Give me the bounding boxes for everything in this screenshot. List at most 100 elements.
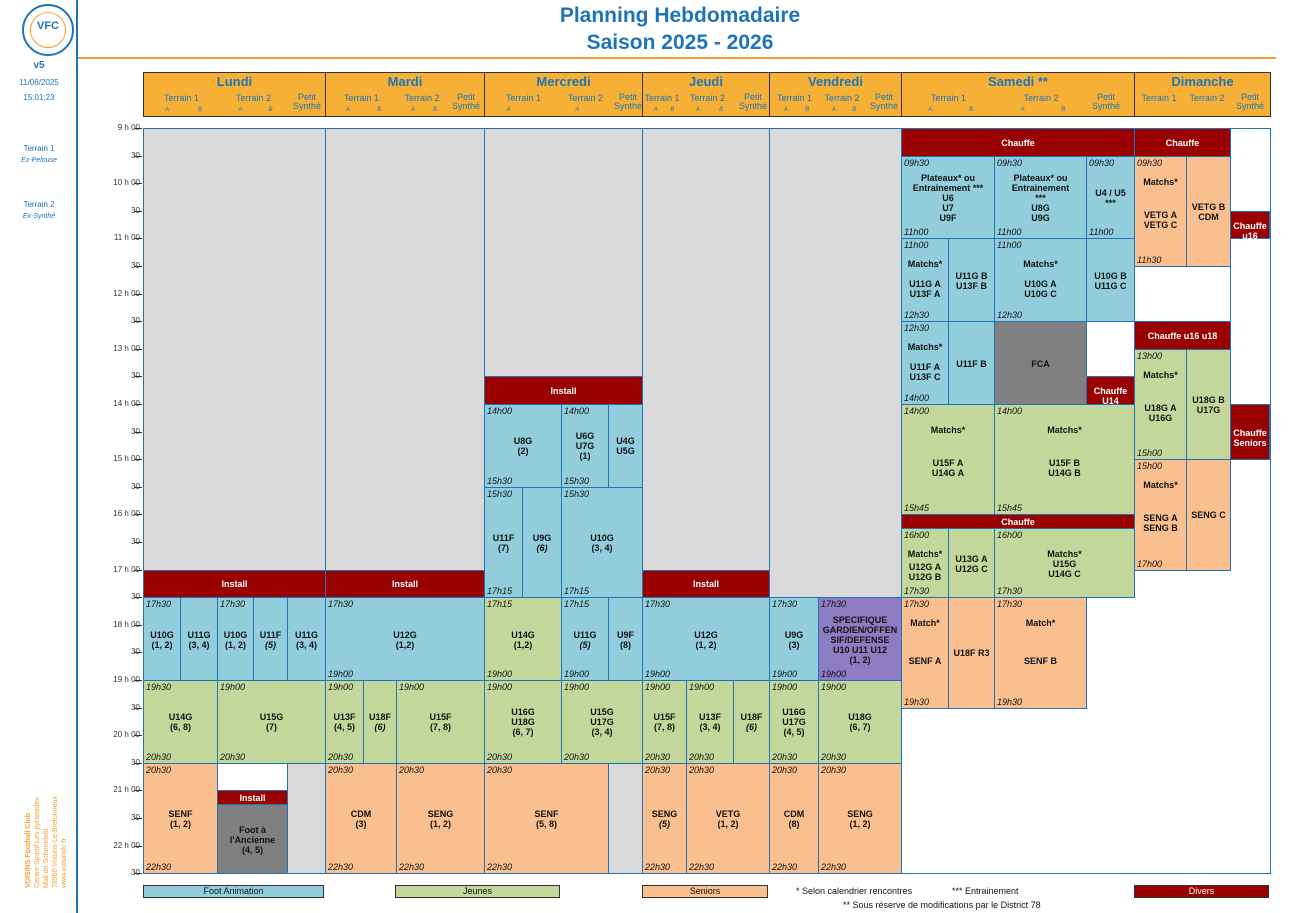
time-label: 30: [90, 371, 140, 380]
time-label: 15 h 00: [113, 454, 140, 464]
block-label: U15F: [429, 712, 452, 723]
schedule-block: U11F B: [948, 321, 995, 405]
block-label: U10G A: [1024, 278, 1057, 289]
club-address: VOISINS Football Club Centre Sportif Les …: [25, 796, 68, 889]
time-label: 30: [90, 758, 140, 767]
block-label: Install: [550, 386, 577, 397]
schedule-block: U16G U18G (6, 7) 19h00 20h30: [484, 680, 562, 764]
time-tick: [134, 569, 142, 571]
sub-b-label: B: [852, 107, 857, 113]
sub-a-label: A: [345, 107, 350, 113]
block-label: U18G: [848, 712, 872, 723]
block-label: U13F: [698, 712, 721, 723]
block-label: U17G: [590, 717, 614, 728]
schedule-block: U12G (1, 2) 17h30 19h00: [642, 597, 770, 681]
field-label: Petit Synthé: [1091, 92, 1121, 111]
block-end-time: 17h00: [1137, 558, 1163, 569]
schedule-block: SENF (5, 8) 20h30 22h30: [484, 762, 609, 875]
block-heading: Matchs*: [907, 259, 943, 270]
block-label: U9G: [532, 532, 552, 543]
block-heading: Matchs*: [1143, 480, 1178, 491]
field-label: Terrain 2: [1023, 93, 1059, 103]
field-label: Terrain 1: [505, 93, 541, 103]
block-end-time: 15h00: [1137, 448, 1163, 459]
sub-b-label: B: [377, 107, 382, 113]
schedule-block: U4 / U5 *** 09h30 11h00: [1086, 155, 1135, 240]
schedule-block: U18F (6): [733, 680, 770, 764]
block-label: CDM: [350, 808, 372, 819]
block-label: (1, 2): [849, 654, 871, 665]
block-end-time: 22h30: [399, 862, 425, 873]
schedule-block: Matchs* VETG A VETG C 09h30 11h30: [1134, 155, 1187, 267]
block-end-time: 19h00: [645, 668, 671, 679]
time-tick: [134, 266, 142, 267]
block-label: U18F: [740, 712, 763, 723]
block-start-time: 19h00: [328, 682, 354, 692]
time-tick: [134, 873, 142, 875]
time-label: 20 h 00: [113, 730, 140, 740]
block-end-time: 20h30: [328, 751, 354, 762]
block-label: U18F: [368, 712, 391, 723]
sub-b-label: B: [670, 107, 675, 113]
field-label: Terrain 1: [776, 93, 812, 103]
block-label: ***: [1035, 192, 1046, 203]
block-heading: Match*: [1025, 618, 1056, 629]
time-tick: [134, 845, 142, 847]
block-label: U11G C: [1094, 280, 1127, 291]
block-end-time: 19h00: [564, 668, 590, 679]
block-label: (3): [788, 639, 800, 650]
sub-a-label: A: [575, 107, 580, 113]
block-start-time: 20h30: [328, 764, 354, 775]
block-start-time: 17h30: [772, 599, 798, 610]
schedule-block: Matchs* U11F A U13F C 12h30 14h00: [901, 321, 949, 405]
schedule-block: Plateaux* ou Entrainement *** U6 U7 U9F 09h30…: [901, 155, 995, 240]
block-label: U17G: [1196, 404, 1221, 415]
block-label: (3, 4): [699, 722, 721, 733]
block-start-time: 17h30: [328, 599, 354, 610]
block-label: (1, 2): [717, 818, 739, 829]
terrain1-label: Terrain 1: [23, 144, 55, 153]
block-label: VETG C: [1143, 219, 1178, 230]
sub-a-label: A: [783, 107, 788, 113]
block-start-time: 20h30: [772, 764, 798, 775]
block-label: (7): [266, 722, 277, 733]
time-label: 30: [90, 316, 140, 325]
block-label: U13F C: [909, 371, 941, 382]
schedule-block: U11G (3, 4): [180, 597, 218, 681]
time-label: 30: [90, 427, 140, 436]
block-label: SENF A: [908, 656, 942, 667]
block-label: (5, 8): [535, 818, 557, 829]
schedule-block: U10G (1, 2) 17h30: [217, 597, 254, 681]
schedule-block: Matchs* U15F A U14G A 14h00 15h45: [901, 404, 995, 516]
sub-a-label: A: [165, 107, 170, 113]
schedule-block: Matchs* U18G A U16G 13h00 15h00: [1134, 348, 1187, 461]
schedule-block: SENG (5) 20h30 22h30: [642, 762, 687, 875]
time-label: 16 h 00: [113, 509, 140, 519]
block-start-time: 09h30: [997, 157, 1023, 168]
block-start-time: 20h30: [146, 764, 172, 775]
block-label: U16G: [511, 707, 535, 718]
block-start-time: 17h30: [821, 599, 847, 610]
sub-b-label: B: [968, 107, 973, 113]
field-label: Petit Synthé: [738, 92, 768, 111]
block-label: U4 / U5: [1095, 187, 1126, 198]
block-label: (1, 2): [695, 639, 717, 650]
block-label: (7, 8): [653, 722, 675, 733]
block-label: Plateaux* ou: [920, 172, 976, 183]
block-label: SENG: [847, 808, 873, 819]
schedule-block: U12G (1,2) 17h30 19h00: [325, 597, 485, 681]
schedule-block: SENG (1, 2) 20h30 22h30: [818, 762, 902, 875]
block-label: U6: [942, 192, 954, 203]
schedule-block: U10G (1, 2) 17h30: [143, 597, 181, 681]
block-start-time: 19h00: [399, 682, 425, 692]
block-label: U10G: [590, 532, 614, 543]
block-label: CDM: [1198, 211, 1219, 222]
block-label: U12G: [393, 629, 417, 640]
block-end-time: 20h30: [487, 751, 513, 762]
block-end-time: 17h30: [997, 586, 1023, 597]
sub-b-label: B: [268, 107, 273, 113]
block-label: (3, 4): [591, 542, 613, 553]
field-label: Terrain 1: [1141, 93, 1177, 103]
time-label: 30: [90, 206, 140, 215]
block-label: U11G: [294, 629, 318, 640]
